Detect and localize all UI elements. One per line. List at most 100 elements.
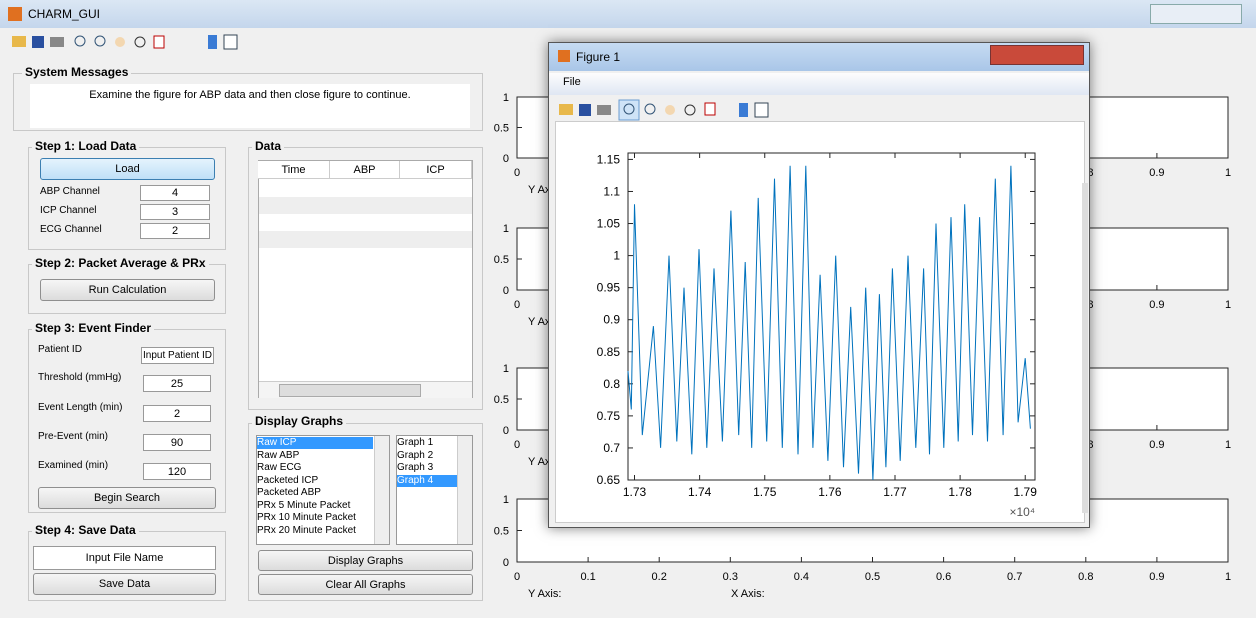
y-tick-label: 0.5 bbox=[494, 123, 509, 135]
colorbar-icon[interactable] bbox=[208, 35, 217, 49]
list-item[interactable]: Packeted ICP bbox=[257, 474, 319, 486]
column-header: ABP bbox=[330, 161, 400, 179]
x-tick-label: 0.8 bbox=[1078, 571, 1093, 583]
clear-graphs-button[interactable]: Clear All Graphs bbox=[258, 574, 473, 595]
figure-menu[interactable]: File bbox=[563, 76, 581, 88]
figure-controls[interactable] bbox=[990, 45, 1084, 65]
begin-search-button[interactable]: Begin Search bbox=[38, 487, 216, 509]
open-icon[interactable] bbox=[559, 104, 573, 115]
field-input[interactable]: 120 bbox=[143, 463, 211, 480]
message-box: Examine the figure for ABP data and then… bbox=[30, 84, 470, 128]
data-table bbox=[258, 160, 473, 398]
y-tick-label: 1 bbox=[613, 249, 620, 263]
datatip-icon[interactable] bbox=[704, 102, 716, 116]
x-tick-label: 0 bbox=[514, 167, 520, 179]
y-tick-label: 0.65 bbox=[597, 473, 621, 487]
list-item[interactable]: PRx 5 Minute Packet bbox=[257, 499, 351, 511]
x-tick-label: 1.73 bbox=[623, 485, 647, 499]
print-icon[interactable] bbox=[50, 37, 64, 47]
x-tick-label: 0 bbox=[514, 439, 520, 451]
x-tick-label: 1.78 bbox=[948, 485, 972, 499]
field-input[interactable]: 90 bbox=[143, 434, 211, 451]
rotate-icon[interactable] bbox=[134, 36, 146, 48]
field-label: Pre-Event (min) bbox=[38, 431, 109, 442]
graph-type-list[interactable] bbox=[256, 435, 390, 545]
list-item[interactable]: PRx 10 Minute Packet bbox=[257, 512, 356, 523]
pan-icon[interactable] bbox=[665, 105, 675, 115]
x-tick-label: 0.9 bbox=[1149, 167, 1164, 179]
y-tick-label: 0 bbox=[503, 153, 509, 165]
y-tick-label: 0 bbox=[503, 557, 509, 569]
list-item[interactable]: PRx 20 Minute Packet bbox=[257, 524, 356, 536]
save-icon[interactable] bbox=[579, 104, 591, 116]
panel-title: Display Graphs bbox=[252, 414, 347, 428]
y-axis-label: Y Axis: bbox=[528, 588, 561, 600]
figure-toolbar bbox=[559, 99, 769, 121]
zoom-out-icon[interactable] bbox=[644, 103, 656, 115]
display-graphs-button[interactable]: Display Graphs bbox=[258, 550, 473, 571]
datatip-icon[interactable] bbox=[153, 35, 165, 49]
list-scrollbar[interactable] bbox=[374, 436, 389, 544]
zoom-out-icon[interactable] bbox=[94, 35, 106, 47]
y-tick-label: 1.05 bbox=[597, 217, 621, 231]
x-tick-label: 1.74 bbox=[688, 485, 712, 499]
field-input[interactable]: 2 bbox=[143, 405, 211, 422]
field-input[interactable]: 4 bbox=[140, 185, 210, 201]
y-tick-label: 0.8 bbox=[603, 377, 620, 391]
window-controls[interactable] bbox=[1150, 4, 1242, 24]
column-header: ICP bbox=[400, 161, 472, 179]
list-item[interactable]: Raw ECG bbox=[257, 462, 302, 473]
zoom-in-icon[interactable] bbox=[74, 35, 86, 47]
field-input[interactable]: 3 bbox=[140, 204, 210, 220]
x-tick-label: 0.4 bbox=[794, 571, 809, 583]
y-tick-label: 0.75 bbox=[597, 409, 621, 423]
panel-title: Step 2: Packet Average & PRx bbox=[32, 256, 209, 270]
x-tick-label: 0 bbox=[514, 299, 520, 311]
load-button[interactable]: Load bbox=[40, 158, 215, 180]
panel-title: Data bbox=[252, 139, 285, 153]
field-input[interactable]: 2 bbox=[140, 223, 210, 239]
x-tick-label: 0.2 bbox=[652, 571, 667, 583]
field-input[interactable]: 25 bbox=[143, 375, 211, 392]
x-tick-label: 0.9 bbox=[1149, 571, 1164, 583]
y-tick-label: 1.15 bbox=[597, 152, 621, 166]
save-data-button[interactable]: Save Data bbox=[33, 573, 216, 595]
list-item[interactable]: Packeted ABP bbox=[257, 487, 321, 498]
open-icon[interactable] bbox=[12, 36, 26, 47]
panel-title: Step 1: Load Data bbox=[32, 139, 140, 153]
panel-title: System Messages bbox=[22, 65, 132, 79]
rotate-icon[interactable] bbox=[684, 104, 696, 116]
figure-title: Figure 1 bbox=[576, 50, 621, 64]
pan-icon[interactable] bbox=[115, 37, 125, 47]
field-label: Examined (min) bbox=[38, 460, 109, 471]
y-tick-label: 1 bbox=[503, 494, 509, 506]
x-tick-label: 0 bbox=[514, 571, 520, 583]
colorbar-icon[interactable] bbox=[739, 103, 748, 117]
title-bar bbox=[0, 0, 1256, 28]
h-scrollbar[interactable] bbox=[259, 381, 472, 398]
list-item[interactable]: Graph 4 bbox=[397, 474, 457, 487]
y-tick-label: 0.5 bbox=[494, 254, 509, 266]
save-icon[interactable] bbox=[32, 36, 44, 48]
list-item[interactable]: Graph 1 bbox=[397, 437, 434, 448]
x-tick-label: 1.79 bbox=[1014, 485, 1038, 499]
list-item[interactable]: Graph 3 bbox=[397, 462, 434, 473]
x-tick-label: 0.7 bbox=[1007, 571, 1022, 583]
list-item[interactable]: Raw ABP bbox=[257, 449, 300, 461]
field-label: ABP Channel bbox=[40, 186, 100, 197]
field-input[interactable]: Input Patient ID bbox=[141, 347, 214, 364]
field-label: Patient ID bbox=[38, 344, 82, 355]
toolbar bbox=[0, 30, 1256, 56]
run-calculation-button[interactable]: Run Calculation bbox=[40, 279, 215, 301]
file-name-input[interactable]: Input File Name bbox=[33, 546, 216, 570]
list-item[interactable]: Graph 2 bbox=[397, 449, 434, 461]
print-icon[interactable] bbox=[597, 105, 611, 115]
x-tick-label: 1.77 bbox=[883, 485, 907, 499]
legend-icon[interactable] bbox=[754, 102, 769, 118]
list-item[interactable]: Raw ICP bbox=[257, 437, 373, 449]
field-label: ECG Channel bbox=[40, 224, 102, 235]
x-tick-label: 0.1 bbox=[580, 571, 595, 583]
legend-icon[interactable] bbox=[223, 34, 238, 50]
list-scrollbar[interactable] bbox=[457, 436, 472, 544]
zoom-in-active[interactable] bbox=[618, 99, 640, 121]
